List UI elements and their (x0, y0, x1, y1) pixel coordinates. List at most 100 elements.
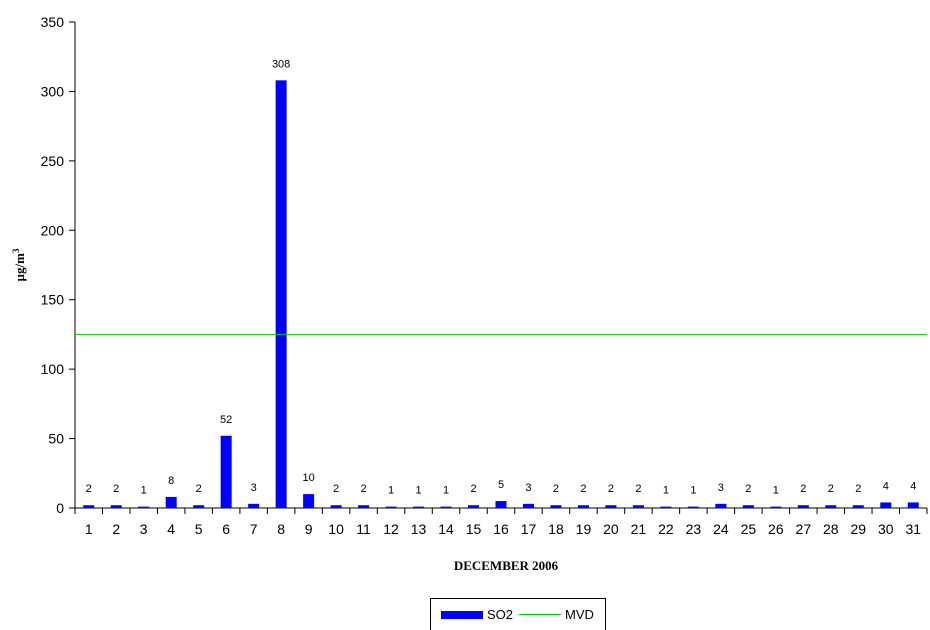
bar-so2 (110, 505, 122, 508)
x-tick-label: 8 (277, 521, 285, 537)
bar-so2 (715, 503, 727, 508)
y-tick-label: 100 (41, 361, 65, 377)
data-label: 1 (663, 485, 669, 497)
y-axis-title-text: µg/m (12, 253, 27, 282)
data-label: 4 (883, 480, 889, 492)
x-tick-label: 27 (796, 521, 812, 537)
bar-so2 (522, 503, 534, 508)
data-label: 308 (272, 58, 290, 70)
bar-so2 (303, 494, 315, 508)
x-tick-label: 17 (521, 521, 537, 537)
data-label: 2 (196, 483, 202, 495)
data-label: 4 (910, 480, 916, 492)
data-label: 2 (608, 483, 614, 495)
legend-label-mvd: MVD (565, 607, 594, 622)
x-tick-label: 20 (603, 521, 619, 537)
x-tick-label: 21 (631, 521, 647, 537)
data-label: 2 (828, 483, 834, 495)
legend-swatch-so2 (441, 610, 483, 619)
data-label: 1 (773, 485, 779, 497)
data-label: 2 (580, 483, 586, 495)
x-tick-label: 12 (383, 521, 399, 537)
bar-so2 (632, 505, 644, 508)
x-tick-label: 15 (466, 521, 482, 537)
x-tick-label: 6 (222, 521, 230, 537)
y-tick-label: 50 (48, 431, 64, 447)
x-tick-label: 7 (250, 521, 258, 537)
data-label: 1 (141, 485, 147, 497)
data-label: 2 (361, 483, 367, 495)
y-axis-title: µg/m3 (11, 248, 27, 281)
bar-so2 (413, 506, 425, 508)
data-label: 1 (415, 485, 421, 497)
legend: SO2 MVD (430, 598, 606, 630)
legend-item-mvd: MVD (519, 607, 594, 622)
data-label: 8 (168, 475, 174, 487)
data-label: 2 (800, 483, 806, 495)
bar-so2 (468, 505, 480, 508)
bar-so2 (907, 502, 919, 508)
bar-so2 (330, 505, 342, 508)
x-tick-label: 19 (576, 521, 592, 537)
bar-so2 (797, 505, 809, 508)
y-axis: 0 50 100 150 200 250 300 350 (41, 14, 76, 516)
data-label: 2 (86, 483, 92, 495)
x-tick-label: 24 (713, 521, 729, 537)
x-tick-label: 10 (328, 521, 344, 537)
bar-so2 (550, 505, 562, 508)
bar-so2 (577, 505, 589, 508)
bars (83, 80, 919, 508)
bar-so2 (385, 506, 397, 508)
bar-so2 (358, 505, 370, 508)
data-label: 2 (745, 483, 751, 495)
x-tick-label: 13 (411, 521, 427, 537)
data-label: 3 (525, 482, 531, 494)
x-tick-label: 30 (878, 521, 894, 537)
x-tick-label: 23 (686, 521, 702, 537)
data-label: 2 (553, 483, 559, 495)
bar-so2 (220, 435, 232, 508)
data-label: 3 (251, 482, 257, 494)
data-label: 1 (443, 485, 449, 497)
data-label: 2 (855, 483, 861, 495)
bar-so2 (193, 505, 205, 508)
data-label: 1 (690, 485, 696, 497)
data-label: 2 (333, 483, 339, 495)
bar-so2 (440, 506, 452, 508)
x-tick-label: 18 (548, 521, 564, 537)
x-tick-label: 31 (905, 521, 921, 537)
y-axis-title-superscript: 3 (11, 248, 21, 253)
data-labels: 2 2 1 8 2 52 3 308 10 2 2 1 1 1 2 5 3 2 2 2 2 1 1 3 2 1 2 2 2 4 4 (86, 58, 917, 496)
bar-so2 (248, 503, 260, 508)
x-tick-label: 9 (305, 521, 313, 537)
bar-so2 (880, 502, 892, 508)
x-tick-label: 29 (851, 521, 867, 537)
legend-label-so2: SO2 (487, 607, 514, 622)
y-tick-label: 200 (41, 222, 65, 238)
x-axis: 1 2 3 4 5 6 7 8 9 10 11 12 13 14 15 16 17 18 19 20 21 22 23 24 2… (74, 507, 928, 537)
bar-so2 (495, 501, 507, 508)
x-axis-title: DECEMBER 2006 (454, 558, 559, 573)
x-tick-label: 5 (195, 521, 203, 537)
x-tick-label: 14 (438, 521, 454, 537)
bar-so2 (687, 506, 699, 508)
x-tick-label: 16 (493, 521, 509, 537)
data-label: 2 (635, 483, 641, 495)
data-label: 2 (470, 483, 476, 495)
bar-so2 (275, 80, 287, 508)
data-label: 3 (718, 482, 724, 494)
x-tick-label: 26 (768, 521, 784, 537)
bar-so2 (742, 505, 754, 508)
x-tick-label: 22 (658, 521, 674, 537)
bar-so2 (852, 505, 864, 508)
x-tick-label: 4 (167, 521, 175, 537)
x-tick-label: 28 (823, 521, 839, 537)
bar-so2 (138, 506, 150, 508)
bar-so2 (770, 506, 782, 508)
legend-swatch-mvd (519, 614, 562, 615)
y-tick-label: 150 (41, 292, 65, 308)
bar-so2 (825, 505, 837, 508)
data-label: 10 (302, 472, 314, 484)
y-tick-label: 350 (41, 14, 65, 30)
data-label: 2 (113, 483, 119, 495)
